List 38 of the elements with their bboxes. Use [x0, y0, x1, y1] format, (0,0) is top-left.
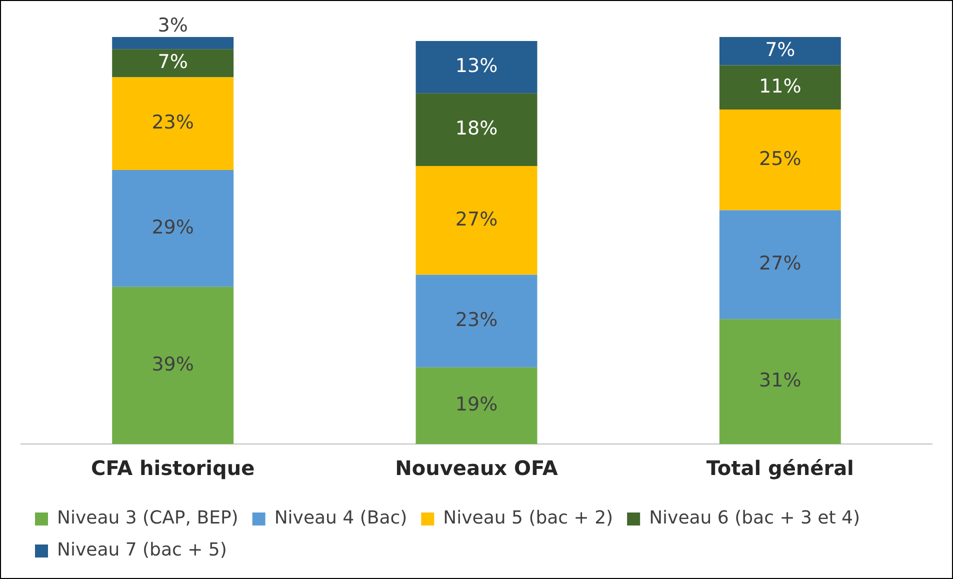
legend-label: Niveau 7 (bac + 5) [57, 540, 227, 561]
x-tick-label: Nouveaux OFA [395, 456, 558, 480]
data-label: 27% [759, 252, 802, 275]
data-label: 23% [152, 112, 194, 134]
bar [112, 170, 234, 287]
bar [719, 65, 841, 110]
bar [112, 49, 234, 78]
legend-label: Niveau 4 (Bac) [274, 508, 408, 529]
bar [719, 110, 841, 210]
bar [719, 37, 841, 66]
data-label: 3% [158, 14, 188, 36]
x-tick-label: Total général [706, 456, 854, 480]
bar [416, 367, 538, 444]
data-label: 19% [455, 394, 498, 416]
bar [416, 41, 538, 94]
bar [112, 77, 234, 170]
legend-label: Niveau 5 (bac + 2) [443, 508, 614, 529]
bar [416, 93, 538, 166]
legend-label: Niveau 6 (bac + 3 et 4) [649, 508, 860, 529]
data-label: 31% [759, 369, 802, 392]
data-label: 27% [455, 208, 498, 230]
data-label: 25% [759, 148, 802, 170]
data-label: 18% [455, 118, 498, 140]
bar [416, 274, 538, 368]
data-label: 11% [759, 75, 802, 98]
data-label: 23% [455, 309, 498, 332]
bar [719, 210, 841, 320]
bar [719, 319, 841, 444]
x-tick-label: CFA historique [91, 456, 255, 480]
data-label: 7% [158, 51, 188, 74]
legend-label: Niveau 3 (CAP, BEP) [57, 508, 238, 529]
bar [112, 286, 234, 444]
data-label: 13% [455, 55, 498, 78]
bar [416, 166, 538, 275]
data-label: 7% [765, 39, 796, 62]
data-label: 29% [152, 216, 194, 238]
bar [112, 37, 234, 50]
data-label: 39% [152, 353, 194, 376]
